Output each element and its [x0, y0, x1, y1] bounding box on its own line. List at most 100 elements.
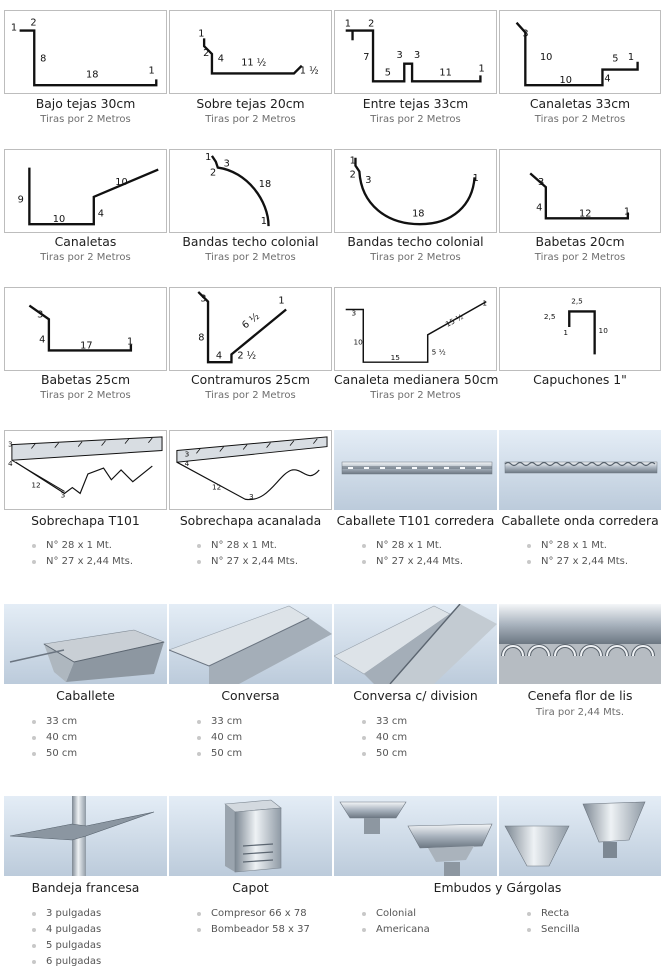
svg-text:15: 15 — [391, 353, 401, 362]
svg-text:2 ½: 2 ½ — [237, 349, 256, 361]
profile-diagram-capuchones: 2,5 2,5 1 10 — [499, 287, 661, 371]
list-item: 50 cm — [197, 746, 242, 762]
product-title: Bajo tejas 30cm — [35, 96, 136, 111]
product-subtitle: Tiras por 2 Metros — [370, 390, 461, 401]
svg-text:12: 12 — [212, 483, 221, 492]
spec-list: N° 28 x 1 Mt. N° 27 x 2,44 Mts. — [362, 538, 463, 570]
spec-list: 3 pulgadas 4 pulgadas 5 pulgadas 6 pulga… — [32, 906, 101, 970]
list-item: N° 28 x 1 Mt. — [197, 538, 298, 554]
spec-list: 33 cm 40 cm 50 cm — [197, 714, 242, 762]
list-item: 5 pulgadas — [32, 938, 101, 954]
profile-diagram-canaleta-medianera: 3 10 15 5 ½ 15 ½ 1 — [334, 287, 497, 371]
profile-diagram-babetas-25: 3 4 17 1 — [4, 287, 167, 371]
list-item: Sencilla — [527, 922, 580, 938]
list-item: Bombeador 58 x 37 — [197, 922, 310, 938]
svg-text:10: 10 — [560, 75, 572, 86]
svg-text:7: 7 — [363, 52, 369, 63]
list-item: N° 28 x 1 Mt. — [32, 538, 133, 554]
svg-text:12: 12 — [579, 208, 591, 219]
svg-text:1 ½: 1 ½ — [300, 64, 319, 76]
svg-text:2: 2 — [203, 48, 209, 59]
svg-text:1: 1 — [345, 19, 351, 30]
svg-text:9: 9 — [18, 195, 24, 206]
conversa-division-photo — [334, 604, 497, 684]
list-item: 6 pulgadas — [32, 954, 101, 970]
list-item: Americana — [362, 922, 430, 938]
svg-text:4: 4 — [185, 459, 190, 468]
spec-list: Colonial Americana — [362, 906, 430, 938]
svg-text:4: 4 — [98, 208, 104, 219]
svg-text:3: 3 — [224, 159, 230, 170]
svg-text:2: 2 — [350, 169, 356, 180]
svg-text:10: 10 — [354, 338, 364, 347]
bandeja-francesa-photo — [4, 796, 167, 876]
list-item: Compresor 66 x 78 — [197, 906, 310, 922]
profile-diagram-bandas-colonial-a: 1 2 3 18 1 — [169, 149, 332, 233]
list-item: 40 cm — [32, 730, 77, 746]
list-item: 50 cm — [32, 746, 77, 762]
svg-text:8: 8 — [198, 333, 204, 344]
product-title: Sobrechapa T101 — [31, 513, 140, 528]
svg-text:10: 10 — [53, 214, 65, 225]
product-subtitle: Tiras por 2 Metros — [534, 252, 626, 263]
spec-list: N° 28 x 1 Mt. N° 27 x 2,44 Mts. — [32, 538, 133, 570]
list-item: N° 28 x 1 Mt. — [527, 538, 628, 554]
profile-diagram-sobre-tejas: 1 2 4 11 ½ 1 ½ — [169, 10, 332, 94]
svg-text:4: 4 — [218, 54, 224, 65]
svg-text:4: 4 — [8, 459, 13, 468]
svg-text:1: 1 — [205, 152, 211, 163]
caballete-photo — [4, 604, 167, 684]
list-item: 40 cm — [197, 730, 242, 746]
product-title: Bandeja francesa — [31, 880, 140, 895]
profile-diagram-contramuros: 3 8 4 2 ½ 6 ½ 1 — [169, 287, 332, 371]
svg-text:1: 1 — [628, 52, 634, 63]
svg-text:17: 17 — [80, 341, 92, 352]
svg-text:5: 5 — [612, 54, 618, 65]
list-item: N° 28 x 1 Mt. — [362, 538, 463, 554]
product-subtitle: Tiras por 2 Metros — [40, 252, 131, 263]
profile-diagram-entre-tejas: 1 2 7 5 3 3 11 1 — [334, 10, 497, 94]
product-title: Conversa — [221, 688, 280, 703]
gargola-photo — [499, 796, 661, 876]
svg-text:10: 10 — [599, 326, 609, 335]
product-title: Embudos y Gárgolas — [433, 880, 562, 895]
product-title: Capuchones 1" — [533, 372, 627, 387]
caballete-t101-photo — [334, 430, 497, 510]
svg-text:3: 3 — [396, 50, 402, 61]
profile-diagram-bandas-colonial-b: 1 2 3 18 1 — [334, 149, 497, 233]
product-title: Conversa c/ division — [353, 688, 478, 703]
list-item: Colonial — [362, 906, 430, 922]
profile-diagram-canaletas: 9 10 4 10 — [4, 149, 167, 233]
svg-text:3: 3 — [414, 50, 420, 61]
product-title: Cenefa flor de lis — [527, 688, 633, 703]
svg-text:1: 1 — [624, 206, 630, 217]
svg-text:1: 1 — [11, 23, 17, 34]
svg-text:1: 1 — [350, 156, 356, 167]
spec-list: 33 cm 40 cm 50 cm — [362, 714, 407, 762]
svg-text:12: 12 — [31, 481, 40, 490]
product-title: Canaletas 33cm — [529, 96, 631, 111]
product-title: Entre tejas 33cm — [362, 96, 469, 111]
product-subtitle: Tiras por 2 Metros — [534, 114, 626, 125]
product-subtitle: Tira por 2,44 Mts. — [535, 707, 625, 718]
svg-text:3: 3 — [200, 294, 206, 305]
list-item: 3 pulgadas — [32, 906, 101, 922]
product-subtitle: Tiras por 2 Metros — [40, 114, 131, 125]
product-title: Sobre tejas 20cm — [196, 96, 305, 111]
list-item: 33 cm — [32, 714, 77, 730]
sobrechapa-t101-drawing: 3 4 12 3 — [4, 430, 167, 510]
svg-text:4: 4 — [216, 350, 222, 361]
svg-text:8: 8 — [40, 54, 46, 65]
product-title: Canaletas — [54, 234, 117, 249]
svg-text:5: 5 — [385, 67, 391, 78]
list-item: Recta — [527, 906, 580, 922]
product-subtitle: Tiras por 2 Metros — [205, 114, 296, 125]
svg-text:3: 3 — [37, 309, 43, 320]
list-item: 50 cm — [362, 746, 407, 762]
product-subtitle: Tiras por 2 Metros — [40, 390, 131, 401]
product-title: Caballete onda corredera — [501, 513, 659, 528]
spec-list: N° 28 x 1 Mt. N° 27 x 2,44 Mts. — [527, 538, 628, 570]
product-title: Babetas 25cm — [40, 372, 131, 387]
svg-text:10: 10 — [115, 177, 127, 188]
svg-text:3: 3 — [249, 492, 254, 501]
